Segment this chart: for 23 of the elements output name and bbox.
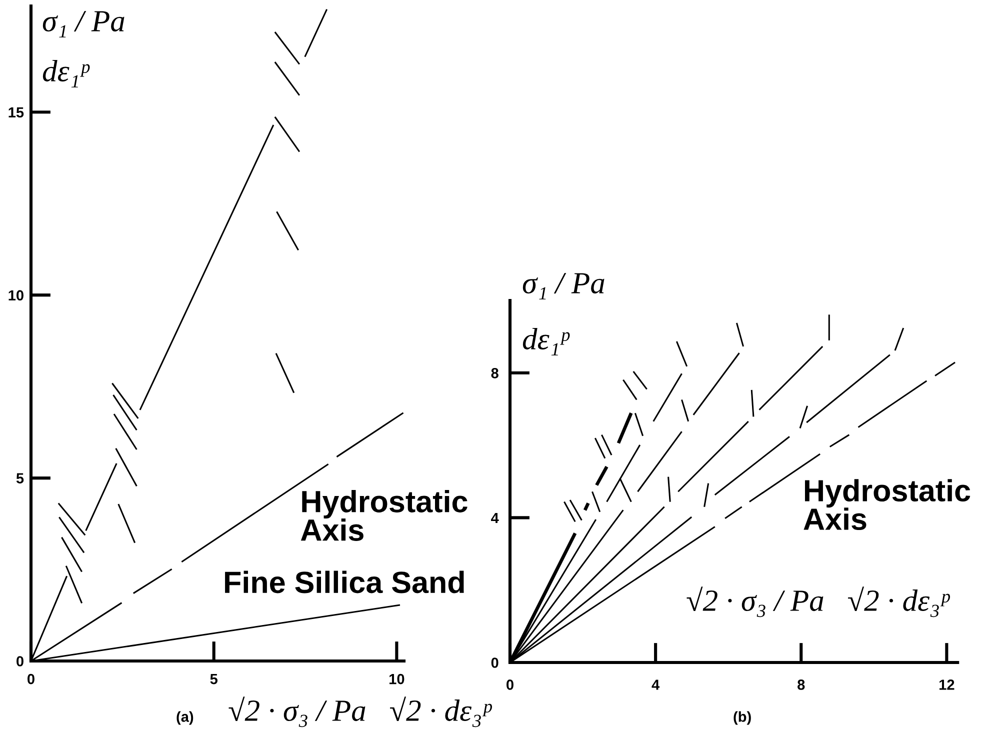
y-tick-label: 8 <box>491 368 498 378</box>
y-tick-label: 0 <box>16 656 24 666</box>
x-tick-label: 8 <box>798 680 805 690</box>
y-axis-title: σ₁ / Pa dε₁ᵖ <box>522 273 604 356</box>
text: (b) <box>734 711 751 725</box>
x-tick-label: 0 <box>28 674 34 684</box>
x-tick-label: 5 <box>210 674 218 684</box>
annotation: Hydrostatic Axis <box>804 479 970 530</box>
annotation: Hydrostatic Axis <box>300 490 468 541</box>
y-tick-label: 5 <box>16 473 24 484</box>
x-tick-label: 0 <box>506 680 514 690</box>
x-tick-label: 12 <box>939 680 954 690</box>
text: (a) <box>176 711 194 725</box>
annotation: Fine Sillica Sand <box>225 570 464 594</box>
x-axis-title: √2 · σ₃ / Pa √2 · dε₃ᵖ <box>228 696 492 728</box>
y-tick-label: 15 <box>8 107 24 118</box>
y-tick-label: 4 <box>491 512 499 523</box>
y-axis-title: σ₁ / Pa dε₁ᵖ <box>42 11 124 88</box>
x-axis-title: √2 · σ₃ / Pa √2 · dε₃ᵖ <box>686 586 950 618</box>
x-tick-label: 4 <box>652 680 660 690</box>
y-tick-label: 10 <box>8 290 24 301</box>
x-tick-label: 10 <box>389 674 404 684</box>
y-tick-label: 0 <box>491 658 498 668</box>
